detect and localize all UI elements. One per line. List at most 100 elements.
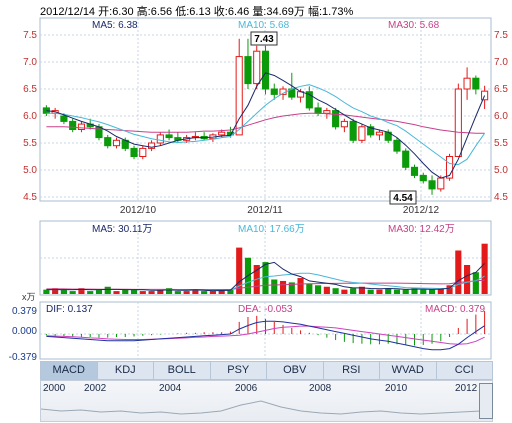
price-ytick-left: 5.5: [23, 138, 37, 149]
low-annotation: 4.54: [389, 190, 417, 205]
timeline-year-label: 2010: [385, 383, 408, 394]
candle: [147, 140, 156, 152]
volume-ma10-legend: MA10: 17.66万: [238, 224, 305, 235]
volume-bar: [437, 288, 444, 294]
ma10-legend: MA10: 5.68: [238, 20, 290, 31]
candle: [77, 121, 86, 133]
price-ytick-right: 5.0: [494, 165, 508, 176]
volume-bar: [209, 291, 216, 294]
candle: [305, 86, 313, 111]
volume-bar: [464, 265, 471, 294]
open-label: 开:: [98, 6, 113, 18]
candle: [139, 145, 147, 160]
timeline-handle[interactable]: [479, 383, 493, 419]
tab-obv[interactable]: OBV: [267, 362, 324, 379]
volume-bar: [104, 286, 111, 294]
price-ytick-left: 7.0: [23, 57, 37, 68]
quote-date: 2012/12/14: [40, 6, 96, 18]
dea-line: [46, 325, 485, 345]
timeline-year-label: 2004: [159, 383, 182, 394]
volume-bar: [402, 289, 409, 294]
candle: [244, 38, 252, 89]
candle: [454, 83, 462, 157]
volume-unit-label: x万: [22, 292, 36, 302]
candle: [445, 153, 454, 181]
tab-kdj[interactable]: KDJ: [98, 362, 154, 379]
volume-bar: [376, 289, 383, 294]
timeline-navigator[interactable]: 2000 2002 2004 2006 2008 2010 2012: [40, 380, 493, 422]
ma30-line: [46, 112, 485, 134]
volume-bar: [306, 283, 313, 294]
candle: [472, 75, 480, 95]
candle: [261, 45, 270, 95]
tab-psy[interactable]: PSY: [211, 362, 267, 379]
tab-macd[interactable]: MACD: [41, 362, 98, 379]
quote-header: 2012/12/14 开:6.30 高:6.56 低:6.13 收:6.46 量…: [40, 3, 353, 19]
timeline-year-label: 2006: [235, 383, 258, 394]
timeline-history-line: [41, 400, 492, 415]
volume-ma5-legend: MA5: 30.11万: [92, 224, 152, 235]
candle: [253, 45, 261, 89]
candle: [393, 137, 401, 154]
high-value: 6.56: [150, 6, 173, 18]
candle: [332, 107, 340, 130]
macd-ytick-zero: 0.000: [12, 326, 37, 337]
candle: [367, 124, 375, 138]
price-ytick-right: 6.0: [494, 111, 508, 122]
volume-bar: [227, 289, 234, 294]
volume-bar: [367, 289, 374, 294]
candle: [112, 137, 121, 149]
volume-bar: [385, 288, 392, 294]
close-value: 6.46: [227, 6, 250, 18]
volume-bar: [43, 289, 50, 294]
candle: [130, 145, 138, 160]
volume-bar: [52, 288, 59, 294]
change-label: 幅:: [307, 6, 323, 18]
volume-bar: [69, 291, 76, 294]
dea-legend: DEA: -0.053: [238, 304, 293, 315]
volume-bar: [157, 289, 164, 294]
volume-bar: [358, 286, 365, 294]
price-ytick-left: 6.5: [23, 84, 37, 95]
timeline-year-label: 2008: [309, 383, 332, 394]
change-value: 1.73%: [322, 6, 354, 18]
volume-bar: [315, 285, 322, 294]
volume-bar: [428, 289, 436, 294]
volume-bar: [183, 291, 190, 294]
tab-cci[interactable]: CCI: [454, 364, 474, 376]
volume-bar: [87, 291, 94, 294]
ma30-legend: MA30: 5.68: [388, 20, 440, 31]
candle: [375, 129, 384, 141]
volume-bar: [166, 288, 173, 294]
volume-ma30-legend: MA30: 12.42万: [388, 224, 455, 235]
volume-bar: [236, 247, 243, 294]
ma5-line: [46, 72, 486, 179]
volume-bar: [201, 291, 208, 294]
volume-bar: [288, 282, 295, 294]
high-annotation-text: 7.43: [254, 34, 274, 45]
open-value: 6.30: [112, 6, 134, 18]
volume-bar: [393, 289, 401, 294]
price-ytick-left: 4.5: [23, 192, 37, 203]
candle: [463, 67, 471, 100]
timeline-year-label: 2012: [455, 383, 478, 394]
tab-rsi[interactable]: RSI: [324, 362, 380, 379]
tab-boll[interactable]: BOLL: [154, 362, 211, 379]
volume-bar: [350, 288, 357, 294]
volume-bar: [60, 289, 67, 294]
volume-bar: [297, 278, 304, 294]
price-ytick-right: 7.5: [494, 30, 508, 41]
price-ytick-left: 6.0: [23, 111, 37, 122]
candle: [165, 129, 173, 141]
volume-bar: [323, 286, 330, 294]
tab-wvad[interactable]: WVAD: [380, 362, 437, 379]
volume-bar: [279, 280, 287, 294]
volume-bar: [341, 289, 348, 294]
volume-value: 34.69万: [266, 6, 305, 18]
candle: [358, 124, 366, 143]
volume-bar: [130, 289, 138, 294]
candle: [156, 132, 164, 146]
volume-bar: [95, 289, 103, 294]
volume-bar: [139, 291, 146, 294]
